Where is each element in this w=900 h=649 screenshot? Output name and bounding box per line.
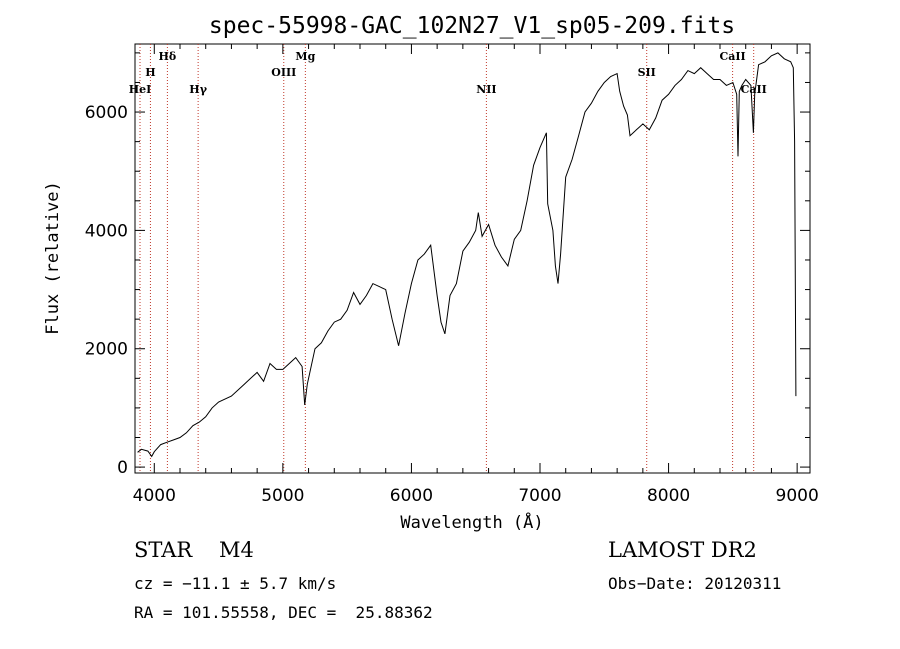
line-marker-label: HeI [129,83,152,96]
line-marker-label: CaII [741,83,767,96]
object-class: STAR M4 [134,538,254,562]
x-tick-label: 9000 [776,486,819,506]
line-marker-label: Hγ [189,83,207,96]
line-marker-label: Hδ [159,50,177,63]
spectrum-series-line [137,52,797,458]
line-marker-label: SII [638,66,656,79]
x-axis-label: Wavelength (Å) [400,511,543,533]
line-marker-label: CaII [720,50,746,63]
x-tick-label: 5000 [261,486,304,506]
chart-title: spec-55998-GAC_102N27_V1_sp05-209.fits [209,13,735,39]
object-subclass: M4 [218,538,254,562]
x-tick-label: 4000 [133,486,176,506]
line-marker-label: H [145,66,155,79]
obs-date: Obs−Date: 20120311 [608,574,782,593]
axis-ticks: 4000 5000 6000 7000 8000 9000 0 2000 4000 6000 [85,44,819,506]
x-tick-label: 8000 [647,486,690,506]
line-marker-label: OIII [271,66,296,79]
coordinates-line: RA = 101.55558, DEC = 25.88362 [134,603,433,622]
y-axis-label: Flux (relative) [43,181,63,335]
line-marker-label: Mg [295,50,315,63]
survey-name: LAMOST DR2 [608,538,757,562]
y-tick-label: 6000 [85,103,128,123]
y-tick-label: 0 [117,458,128,478]
x-tick-label: 6000 [390,486,433,506]
y-tick-label: 4000 [85,221,128,241]
line-marker-label: NII [476,83,496,96]
line-markers: HeI H Hδ Hγ OIII Mg NII SII CaII CaII [129,44,767,473]
y-tick-label: 2000 [85,340,128,360]
redshift-line: cz = −11.1 ± 5.7 km/s [134,574,337,593]
x-tick-label: 7000 [518,486,561,506]
object-type: STAR [134,538,193,562]
plot-frame [134,43,811,474]
